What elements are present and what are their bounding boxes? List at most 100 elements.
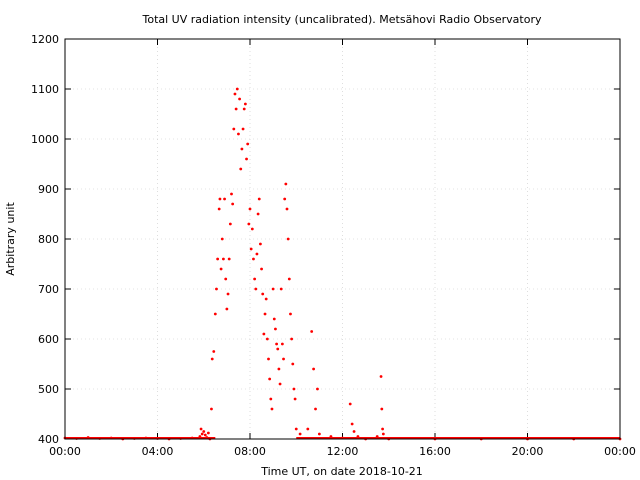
data-point [276, 347, 280, 351]
y-tick-label: 1100 [31, 83, 59, 96]
x-tick-label: 12:00 [327, 445, 359, 458]
data-point [228, 222, 232, 226]
x-tick-label: 16:00 [419, 445, 451, 458]
data-point [216, 257, 220, 261]
data-point [275, 342, 278, 346]
data-point [282, 357, 285, 361]
data-point [254, 287, 258, 291]
data-point [312, 367, 315, 371]
data-point [252, 257, 255, 261]
data-point [243, 102, 247, 106]
data-point [222, 257, 225, 261]
data-point [317, 432, 321, 436]
data-point [253, 277, 257, 281]
data-point [291, 362, 295, 366]
data-point [381, 427, 384, 431]
x-tick-label: 20:00 [512, 445, 544, 458]
data-point [257, 197, 261, 201]
data-point [348, 402, 352, 406]
data-point [278, 382, 282, 386]
data-point [271, 287, 275, 291]
data-point [199, 427, 203, 431]
data-point [310, 330, 314, 333]
data-point [272, 317, 276, 321]
y-axis-ticks: 400 500 600 700 800 900 1000 1100 1200 [31, 33, 620, 446]
data-point [294, 427, 298, 431]
baseline-series [65, 437, 620, 439]
data-point [224, 277, 228, 281]
data-point [241, 127, 245, 131]
data-point [284, 182, 288, 186]
data-point [203, 433, 207, 437]
data-point [213, 312, 217, 316]
data-point [215, 287, 218, 291]
data-point [280, 342, 284, 346]
chart-title: Total UV radiation intensity (uncalibrat… [142, 13, 542, 26]
data-point [232, 127, 236, 131]
data-point [261, 292, 265, 296]
data-point [316, 387, 319, 391]
x-axis-ticks: 00:00 04:00 08:00 12:00 16:00 20:00 00:00 [49, 39, 636, 458]
data-point [218, 197, 222, 201]
data-point [306, 427, 310, 431]
y-tick-label: 1000 [31, 133, 59, 146]
data-point [352, 430, 356, 433]
data-point [220, 237, 224, 241]
data-point [206, 431, 210, 435]
y-tick-label: 600 [38, 333, 59, 346]
data-point [260, 267, 263, 271]
data-point [246, 142, 250, 146]
data-point [298, 432, 302, 436]
data-point [247, 222, 251, 226]
data-point [210, 357, 214, 361]
data-point [289, 312, 292, 316]
y-tick-label: 500 [38, 383, 59, 396]
data-point [239, 167, 243, 171]
data-point [210, 407, 213, 411]
data-point [379, 375, 383, 378]
data-point [292, 387, 296, 391]
data-point [226, 292, 230, 296]
x-tick-label: 04:00 [142, 445, 174, 458]
data-point [231, 202, 235, 206]
data-point [227, 257, 231, 261]
y-tick-label: 800 [38, 233, 59, 246]
data-point [264, 297, 268, 301]
data-point [237, 132, 240, 136]
data-point [238, 97, 241, 101]
plot-frame [64, 38, 621, 440]
x-axis-label: Time UT, on date 2018-10-21 [260, 465, 423, 478]
data-point [249, 247, 253, 251]
data-point [381, 432, 385, 436]
data-point [248, 207, 252, 211]
data-point [267, 357, 270, 361]
data-point [263, 312, 267, 316]
data-point [269, 397, 273, 401]
data-point [200, 432, 204, 436]
data-point [265, 337, 269, 341]
data-point [250, 227, 254, 231]
data-point [279, 287, 283, 291]
data-point [259, 242, 262, 246]
data-point [283, 197, 287, 201]
data-point [217, 207, 221, 211]
data-point [262, 332, 266, 336]
data-point [240, 147, 244, 151]
data-point [270, 407, 274, 411]
y-tick-label: 1200 [31, 33, 59, 46]
data-point [350, 422, 354, 426]
data-point [234, 107, 238, 111]
data-point [225, 307, 229, 311]
y-tick-label: 700 [38, 283, 59, 296]
data-point [255, 252, 259, 256]
data-point [290, 337, 294, 341]
data-point [256, 212, 260, 216]
data-point [274, 327, 277, 331]
y-tick-label: 900 [38, 183, 59, 196]
data-point [235, 87, 239, 91]
x-tick-label: 08:00 [234, 445, 266, 458]
grid-lines [65, 39, 620, 439]
y-tick-label: 400 [38, 433, 59, 446]
data-point [212, 350, 216, 353]
